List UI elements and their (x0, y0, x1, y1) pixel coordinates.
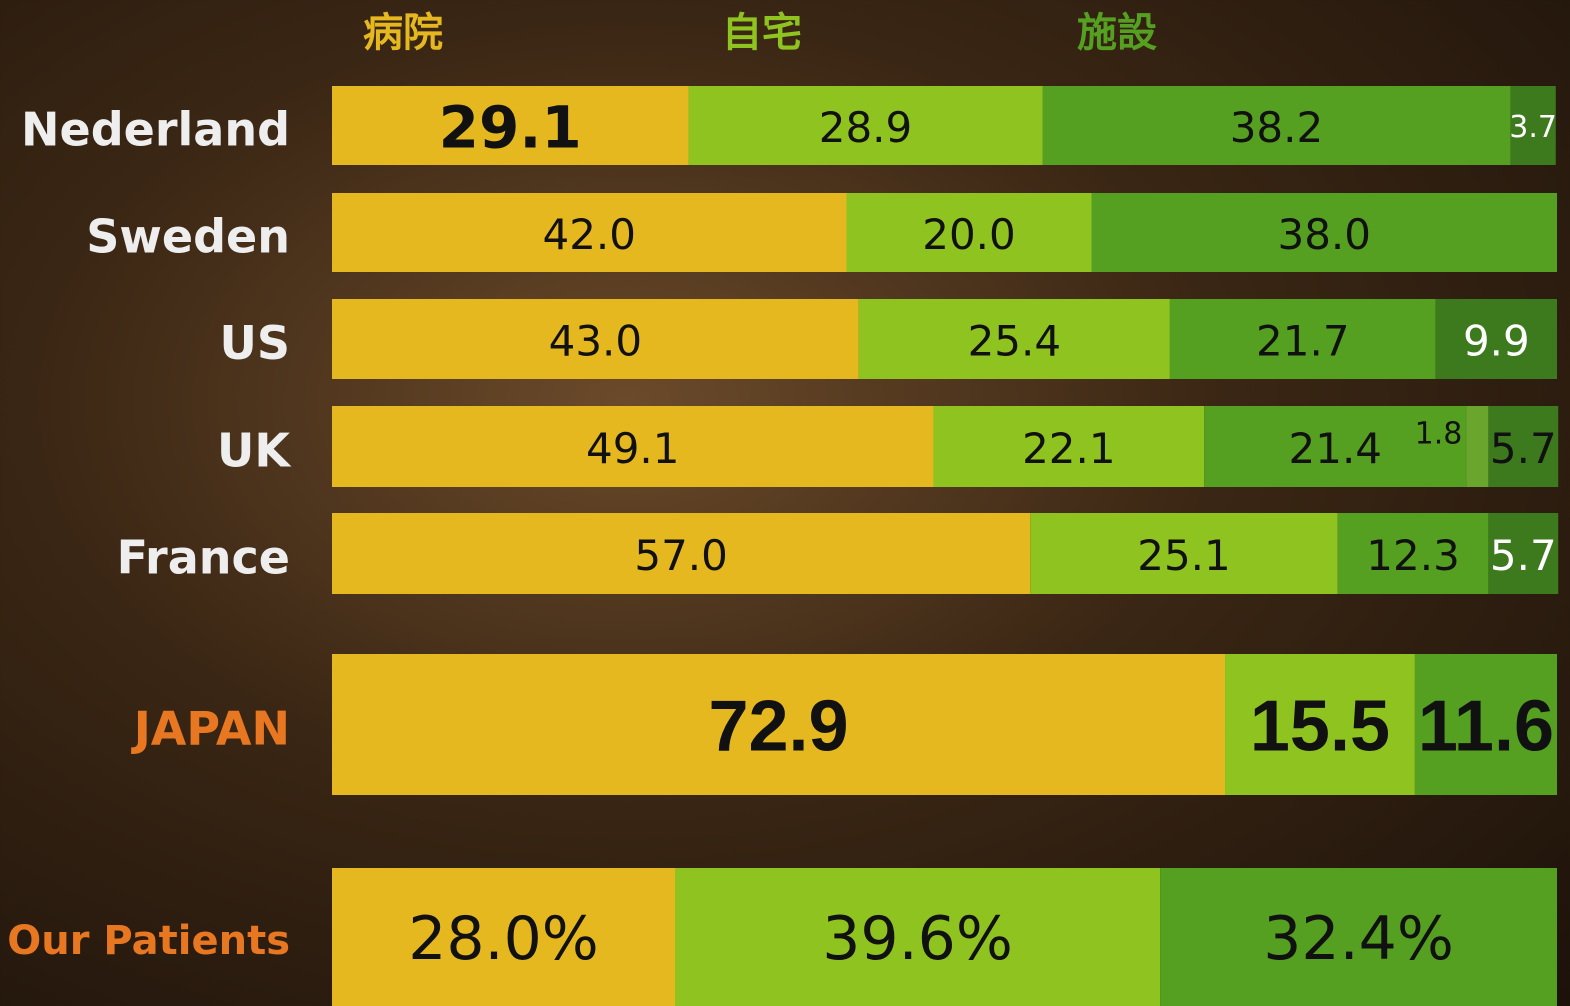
value-label: 1.8 (1415, 417, 1463, 452)
legend-label: 自宅 (722, 10, 802, 56)
value-label: 5.7 (1490, 531, 1557, 580)
bar-segment (1466, 406, 1489, 487)
value-label: 42.0 (542, 210, 636, 259)
bar-segment (1488, 513, 1559, 594)
bar-segment (1435, 299, 1557, 379)
value-label: 49.1 (586, 424, 680, 473)
bar-segment (1030, 513, 1338, 594)
value-label: 38.0 (1277, 210, 1371, 259)
value-label: 11.6 (1418, 687, 1554, 767)
bar-segment (1204, 406, 1467, 487)
value-label: 12.3 (1366, 531, 1460, 580)
bar-segment (1337, 513, 1489, 594)
bar-segment (1091, 193, 1557, 272)
value-label: 39.6% (822, 904, 1013, 974)
bar-segment (332, 513, 1031, 594)
value-label: 32.4% (1263, 904, 1454, 974)
value-label: 21.4 (1289, 424, 1383, 473)
value-label: 28.0% (408, 904, 599, 974)
value-label: 20.0 (922, 210, 1016, 259)
legend-label: 病院 (363, 10, 443, 56)
value-label: 57.0 (634, 531, 728, 580)
bar-segment (1225, 654, 1415, 795)
bar-segment (1042, 86, 1511, 165)
bar-segment (332, 299, 859, 379)
bar-segment (332, 868, 675, 1006)
value-label: 25.4 (968, 317, 1062, 366)
bar-segment (1169, 299, 1436, 379)
value-label: 21.7 (1256, 317, 1350, 366)
value-label: 9.9 (1463, 317, 1530, 366)
value-label: 25.1 (1137, 531, 1231, 580)
bar-segment (332, 654, 1226, 795)
category-label: Nederland (21, 103, 290, 157)
value-label: 5.7 (1490, 424, 1557, 473)
category-label: France (117, 531, 290, 585)
bar-segment (332, 193, 847, 272)
value-label: 3.7 (1509, 110, 1557, 145)
value-label: 28.9 (819, 103, 913, 152)
value-label: 72.9 (708, 687, 848, 767)
bar-segment (1414, 654, 1557, 795)
bar-segment (1160, 868, 1557, 1006)
bar-segment (688, 86, 1043, 165)
bar-segment (332, 406, 934, 487)
category-label: JAPAN (131, 702, 290, 756)
value-label: 38.2 (1230, 103, 1324, 152)
value-label: 43.0 (549, 317, 643, 366)
category-label: UK (217, 424, 292, 478)
bar-segment (846, 193, 1092, 272)
bar-segment (332, 86, 689, 165)
bar-segment (1510, 86, 1556, 165)
bar-segment (1488, 406, 1559, 487)
bar-segment (933, 406, 1205, 487)
bar-segment (675, 868, 1161, 1006)
value-label: 29.1 (439, 94, 582, 162)
value-label: 15.5 (1250, 687, 1390, 767)
category-label: US (220, 316, 290, 370)
bar-segment (858, 299, 1170, 379)
legend-label: 施設 (1077, 10, 1157, 56)
category-label: Sweden (86, 210, 290, 264)
value-label: 22.1 (1022, 424, 1116, 473)
category-label: Our Patients (7, 918, 290, 964)
